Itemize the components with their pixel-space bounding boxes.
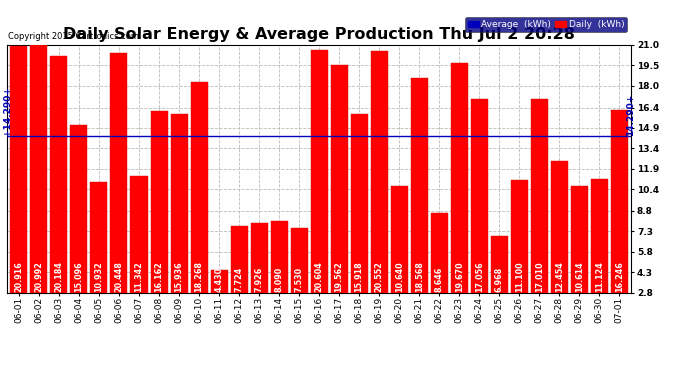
- Text: 18.268: 18.268: [195, 261, 204, 292]
- Text: 17.056: 17.056: [475, 261, 484, 292]
- Bar: [310, 50, 328, 292]
- Bar: [10, 46, 28, 292]
- Text: 10.640: 10.640: [395, 261, 404, 292]
- Text: 6.968: 6.968: [495, 267, 504, 292]
- Text: 20.916: 20.916: [14, 261, 23, 292]
- Bar: [290, 228, 308, 292]
- Text: 11.100: 11.100: [515, 261, 524, 292]
- Bar: [531, 99, 548, 292]
- Text: 14.290+: 14.290+: [626, 93, 635, 136]
- Text: 15.918: 15.918: [355, 261, 364, 292]
- Text: 20.552: 20.552: [375, 261, 384, 292]
- Bar: [591, 179, 608, 292]
- Bar: [551, 161, 568, 292]
- Text: 10.614: 10.614: [575, 261, 584, 292]
- Text: 7.530: 7.530: [295, 267, 304, 292]
- Bar: [190, 82, 208, 292]
- Bar: [90, 182, 108, 292]
- Bar: [331, 64, 348, 292]
- Text: Copyright 2015 Cartronics.com: Copyright 2015 Cartronics.com: [8, 32, 139, 41]
- Bar: [30, 45, 48, 292]
- Text: 20.448: 20.448: [115, 261, 124, 292]
- Bar: [411, 78, 428, 292]
- Text: 18.568: 18.568: [415, 261, 424, 292]
- Bar: [50, 56, 68, 292]
- Legend: Average  (kWh), Daily  (kWh): Average (kWh), Daily (kWh): [465, 17, 627, 32]
- Title: Daily Solar Energy & Average Production Thu Jul 2 20:28: Daily Solar Energy & Average Production …: [63, 27, 575, 42]
- Bar: [431, 213, 448, 292]
- Bar: [391, 186, 408, 292]
- Text: 20.992: 20.992: [34, 261, 43, 292]
- Text: 8.090: 8.090: [275, 267, 284, 292]
- Bar: [210, 270, 228, 292]
- Bar: [511, 180, 528, 292]
- Bar: [471, 99, 488, 292]
- Text: 7.926: 7.926: [255, 267, 264, 292]
- Text: 17.010: 17.010: [535, 261, 544, 292]
- Bar: [491, 236, 508, 292]
- Text: 16.162: 16.162: [155, 261, 164, 292]
- Text: 15.096: 15.096: [75, 261, 83, 292]
- Bar: [130, 176, 148, 292]
- Bar: [571, 186, 588, 292]
- Bar: [230, 225, 248, 292]
- Bar: [270, 220, 288, 292]
- Text: 20.604: 20.604: [315, 261, 324, 292]
- Text: 12.454: 12.454: [555, 261, 564, 292]
- Text: 20.184: 20.184: [55, 261, 63, 292]
- Bar: [611, 110, 628, 292]
- Text: 7.724: 7.724: [235, 267, 244, 292]
- Bar: [451, 63, 468, 292]
- Bar: [150, 111, 168, 292]
- Text: 10.932: 10.932: [95, 261, 103, 292]
- Bar: [170, 114, 188, 292]
- Bar: [371, 51, 388, 292]
- Text: 16.246: 16.246: [615, 261, 624, 292]
- Text: +14.290+: +14.290+: [3, 86, 12, 136]
- Text: 15.936: 15.936: [175, 261, 184, 292]
- Bar: [351, 114, 368, 292]
- Text: 19.562: 19.562: [335, 261, 344, 292]
- Text: 4.430: 4.430: [215, 267, 224, 292]
- Text: 8.646: 8.646: [435, 267, 444, 292]
- Bar: [70, 125, 88, 292]
- Bar: [110, 53, 128, 292]
- Bar: [250, 223, 268, 292]
- Text: 11.342: 11.342: [135, 261, 144, 292]
- Text: 11.124: 11.124: [595, 261, 604, 292]
- Text: 19.670: 19.670: [455, 261, 464, 292]
